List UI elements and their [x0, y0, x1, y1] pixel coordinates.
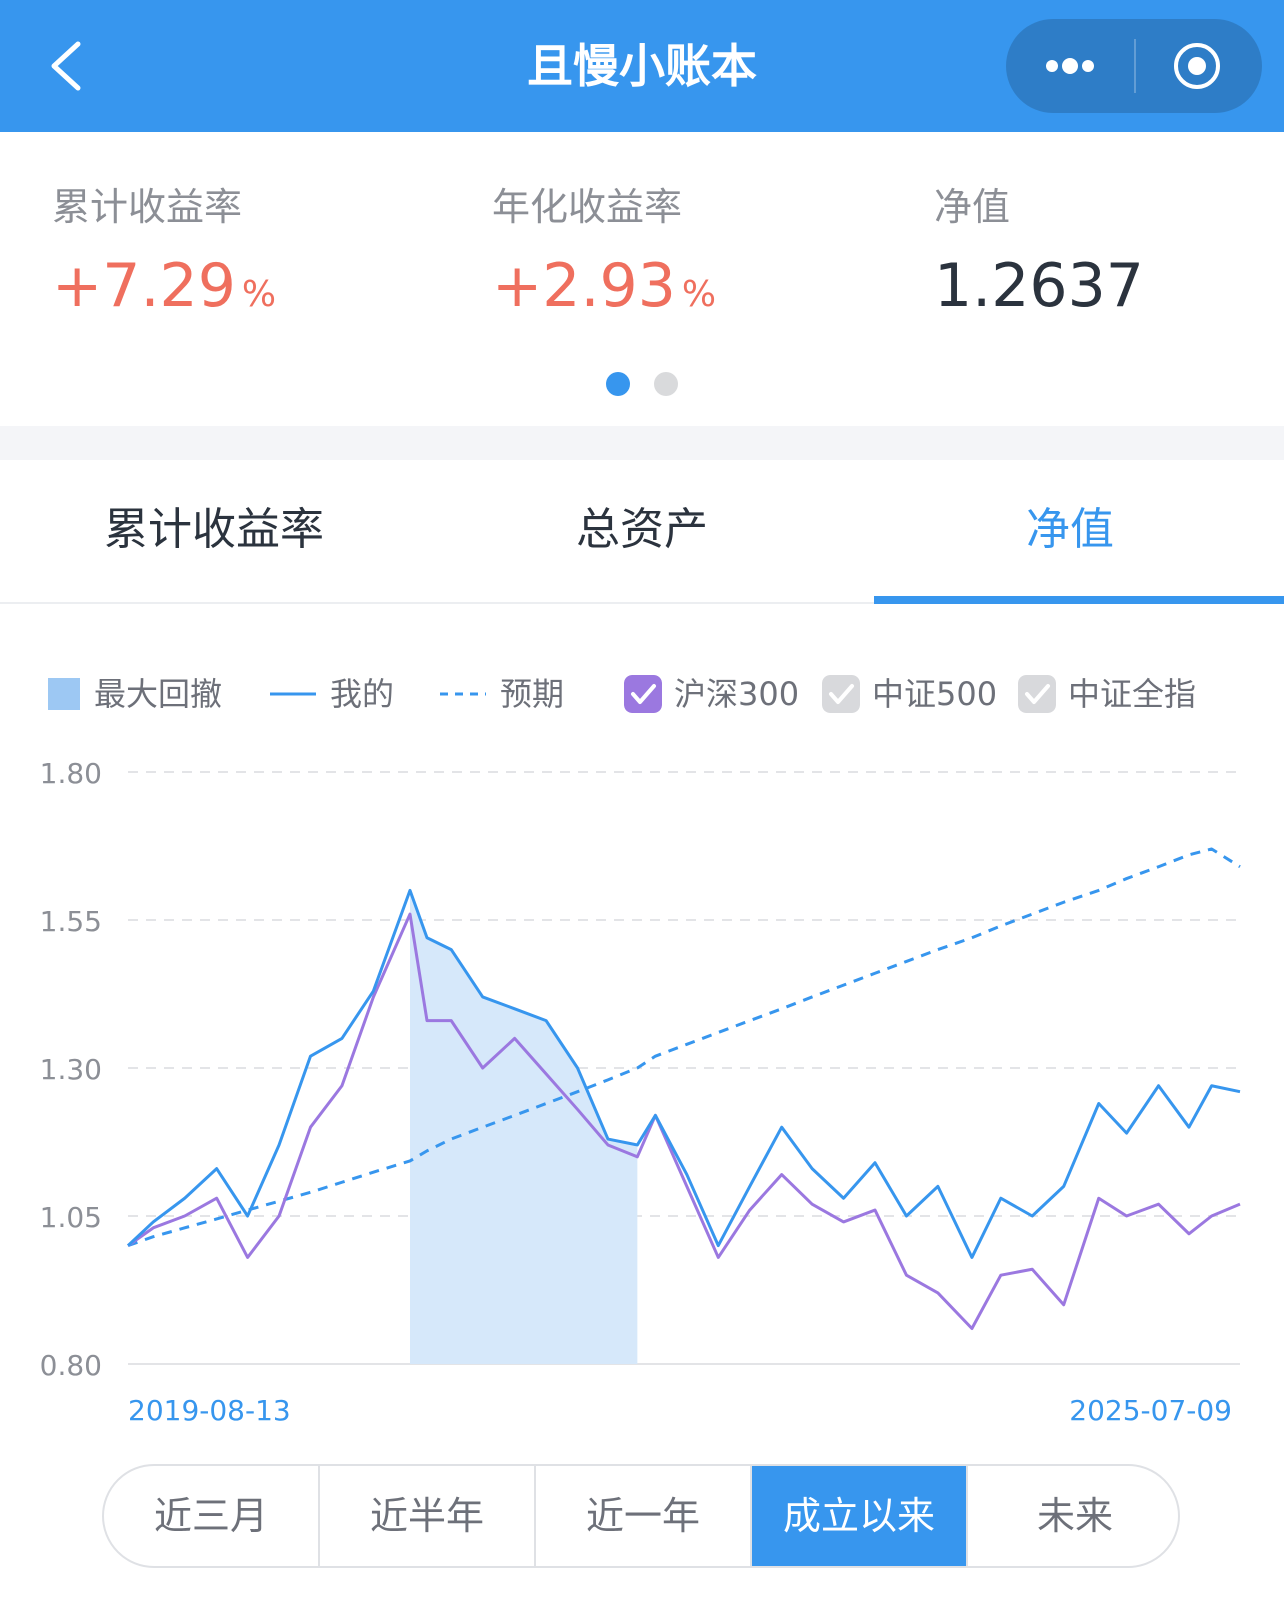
y-tick-label: 1.05 — [40, 1201, 102, 1234]
net-value-chart[interactable]: 1.80 1.55 1.30 1.05 0.80 2019-08-13 2025-07-09 — [0, 740, 1284, 1440]
checkbox-unchecked-icon — [1018, 675, 1056, 713]
y-tick-label: 1.30 — [40, 1053, 102, 1086]
metric-tabs: 累计收益率 总资产 净值 — [0, 460, 1284, 604]
chart-panel: 累计收益率 总资产 净值 最大回撤 我的 预期 沪深300 中证500 中证全指 — [0, 460, 1284, 1624]
y-tick-label: 0.80 — [40, 1349, 102, 1382]
stat-number: 1.2637 — [934, 251, 1144, 321]
max-drawdown-area — [409, 890, 638, 1364]
legend-label: 中证全指 — [1068, 675, 1197, 713]
range-1y[interactable]: 近一年 — [536, 1466, 752, 1566]
solid-line-icon — [270, 692, 316, 696]
close-target-icon[interactable] — [1172, 41, 1222, 91]
stat-unit: % — [241, 274, 277, 315]
pager-dots — [606, 372, 702, 400]
stat-label: 累计收益率 — [52, 185, 243, 229]
back-icon[interactable] — [40, 36, 100, 96]
tab-total-assets[interactable]: 总资产 — [576, 504, 708, 555]
range-3m[interactable]: 近三月 — [104, 1466, 320, 1566]
y-tick-label: 1.80 — [40, 757, 102, 790]
stat-unit: % — [681, 274, 717, 315]
stat-number: +2.93 — [492, 251, 676, 321]
nav-bar: 且慢小账本 — [0, 0, 1284, 132]
stat-label: 净值 — [934, 185, 1011, 229]
series-line-hs300 — [127, 912, 1241, 1330]
checkbox-unchecked-icon — [822, 675, 860, 713]
legend-label: 中证500 — [872, 675, 998, 713]
x-end-label: 2025-07-09 — [1069, 1394, 1232, 1427]
stat-value: 1.2637 — [934, 251, 1144, 321]
dashed-line-icon — [440, 692, 486, 696]
pager-dot[interactable] — [654, 372, 678, 396]
x-start-label: 2019-08-13 — [128, 1394, 291, 1427]
tab-net-value[interactable]: 净值 — [1026, 504, 1114, 555]
stat-value: +2.93% — [492, 251, 716, 321]
y-tick-label: 1.55 — [40, 905, 102, 938]
legend-label: 我的 — [330, 675, 395, 713]
chart-legend: 最大回撤 我的 预期 沪深300 中证500 中证全指 — [48, 672, 1248, 716]
stat-number: +7.29 — [52, 251, 236, 321]
stat-label: 年化收益率 — [492, 185, 683, 229]
mini-program-capsule — [1006, 19, 1262, 113]
summary-stats: 累计收益率 +7.29% 年化收益率 +2.93% 净值 1.2637 — [0, 132, 1284, 426]
range-future[interactable]: 未来 — [1036, 1494, 1113, 1538]
range-since-inception[interactable]: 成立以来 — [752, 1466, 968, 1566]
tab-cumulative-return[interactable]: 累计收益率 — [104, 504, 324, 555]
capsule-divider — [1134, 39, 1136, 93]
legend-label: 沪深300 — [674, 675, 800, 713]
page-title: 且慢小账本 — [527, 39, 757, 93]
stat-value: +7.29% — [52, 251, 276, 321]
series-line-expected — [127, 847, 1241, 1248]
checkbox-checked-icon — [624, 675, 662, 713]
time-range-selector: 近三月 近半年 近一年 成立以来 未来 — [102, 1464, 1180, 1568]
tab-indicator — [874, 596, 1284, 604]
stat-annualized-return: 年化收益率 +2.93% — [492, 176, 716, 321]
range-6m[interactable]: 近半年 — [320, 1466, 536, 1566]
legend-label: 最大回撤 — [94, 675, 223, 713]
pager-dot-active[interactable] — [606, 372, 630, 396]
stat-cumulative-return: 累计收益率 +7.29% — [52, 176, 276, 321]
stat-net-value: 净值 1.2637 — [934, 176, 1144, 321]
legend-label: 预期 — [500, 675, 565, 713]
series-line-mine — [126, 888, 1241, 1259]
more-icon[interactable] — [1040, 47, 1100, 85]
drawdown-swatch — [48, 678, 80, 710]
